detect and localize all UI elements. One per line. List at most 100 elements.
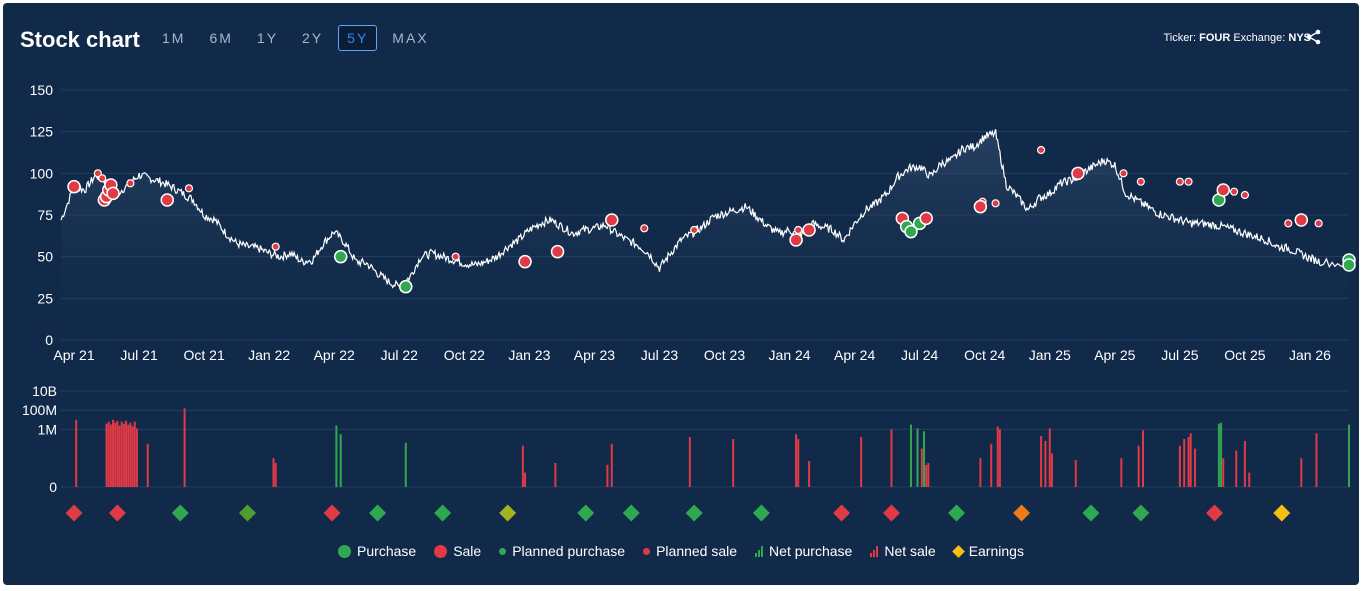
legend-net-sale-label: Net sale xyxy=(884,543,936,559)
planned-sale-marker xyxy=(1284,219,1293,228)
x-tick-label: Apr 23 xyxy=(574,347,615,363)
range-6m[interactable]: 6M xyxy=(209,30,233,46)
net-sale-bar xyxy=(890,429,893,487)
x-tick-label: Jan 25 xyxy=(1029,347,1071,363)
net-sale-bar xyxy=(1222,458,1225,487)
net-sale-bar xyxy=(998,429,1001,487)
range-max[interactable]: MAX xyxy=(392,30,429,46)
price-y-tick-label: 0 xyxy=(45,332,53,348)
net-sale-bar xyxy=(610,443,613,487)
ticker-value: FOUR xyxy=(1199,32,1231,44)
net-sale-bar xyxy=(927,463,930,487)
x-tick-label: Jan 26 xyxy=(1289,347,1331,363)
earnings-marker xyxy=(882,504,900,522)
purchase-marker xyxy=(1342,258,1356,272)
sale-marker xyxy=(1294,213,1309,227)
range-1m[interactable]: 1M xyxy=(162,30,186,46)
x-tick-label: Apr 21 xyxy=(53,347,94,363)
net-sale-bar xyxy=(112,419,115,487)
net-sale-bar xyxy=(1137,445,1140,487)
transaction-markers xyxy=(67,166,1356,294)
net-sale-bar xyxy=(1189,433,1192,487)
planned-sale-marker xyxy=(1036,145,1046,155)
net-sale-bar xyxy=(1074,460,1077,487)
earnings-marker xyxy=(238,504,256,522)
purchase-dot-icon xyxy=(338,544,352,558)
volume-y-tick-label: 10B xyxy=(32,383,57,399)
earnings-marker xyxy=(323,504,341,522)
exchange-value: NYS xyxy=(1288,32,1311,44)
net-sale-bar xyxy=(118,425,121,487)
x-tick-label: Oct 22 xyxy=(444,347,485,363)
net-purchase-bar xyxy=(1348,424,1350,487)
x-tick-label: Apr 25 xyxy=(1094,347,1135,363)
legend-planned-sale[interactable]: Planned sale xyxy=(643,543,737,559)
net-sale-bars-icon xyxy=(870,545,879,557)
net-sale-bar xyxy=(116,420,119,487)
chart-title: Stock chart xyxy=(20,27,140,52)
price-y-tick-label: 100 xyxy=(30,165,54,181)
price-y-tick-label: 50 xyxy=(37,249,53,265)
net-sale-bar xyxy=(795,434,798,487)
legend: Purchase Sale Planned purchase Planned s… xyxy=(3,543,1359,559)
x-tick-label: Jul 23 xyxy=(641,347,679,363)
net-sale-bar xyxy=(120,421,123,487)
legend-net-purchase[interactable]: Net purchase xyxy=(755,543,852,559)
sale-marker xyxy=(1071,166,1085,181)
planned-purchase-dot-icon xyxy=(499,547,507,555)
net-sale-bar xyxy=(133,421,136,487)
planned-sale-marker xyxy=(1229,187,1239,196)
planned-sale-marker xyxy=(1184,177,1193,186)
purchase-marker xyxy=(904,224,918,239)
legend-purchase[interactable]: Purchase xyxy=(338,543,416,559)
net-sale-bar xyxy=(183,408,186,487)
net-purchase-bar xyxy=(909,424,912,487)
sale-marker xyxy=(973,199,988,214)
earnings-marker xyxy=(685,504,703,522)
legend-planned-purchase[interactable]: Planned purchase xyxy=(499,543,625,559)
net-sale-bar xyxy=(1178,445,1181,487)
net-sale-bar xyxy=(1040,436,1043,487)
net-sale-bar xyxy=(732,439,735,487)
legend-sale[interactable]: Sale xyxy=(434,543,481,559)
net-sale-bar xyxy=(920,448,923,487)
sale-marker xyxy=(802,223,816,237)
range-2y[interactable]: 2Y xyxy=(302,30,324,46)
net-sale-bar xyxy=(606,464,609,487)
x-tick-label: Jan 24 xyxy=(769,347,811,363)
planned-sale-marker xyxy=(1240,190,1250,200)
planned-sale-marker xyxy=(690,225,699,235)
x-tick-label: Jul 22 xyxy=(381,347,419,363)
range-1y[interactable]: 1Y xyxy=(256,30,279,46)
earnings-marker xyxy=(1132,504,1150,522)
legend-earnings[interactable]: Earnings xyxy=(951,543,1024,559)
legend-net-sale[interactable]: Net sale xyxy=(870,543,936,559)
earnings-marker xyxy=(434,504,452,522)
x-tick-label: Jul 24 xyxy=(901,347,939,363)
planned-sale-marker xyxy=(794,225,803,235)
range-selector: 1M 6M 1Y 2Y 5Y MAX xyxy=(153,25,444,51)
earnings-marker xyxy=(622,504,640,522)
net-sale-bar xyxy=(105,423,108,487)
planned-sale-marker xyxy=(184,184,194,193)
earnings-diamond-icon xyxy=(951,544,965,558)
stock-chart-panel: Stock chart 1M 6M 1Y 2Y 5Y MAX Ticker: F… xyxy=(3,3,1359,585)
range-5y[interactable]: 5Y xyxy=(338,25,378,51)
net-sale-bar xyxy=(122,423,125,487)
sale-marker xyxy=(789,233,803,247)
legend-planned-purchase-label: Planned purchase xyxy=(512,543,626,559)
net-sale-bar xyxy=(131,426,134,487)
purchase-marker xyxy=(399,279,413,294)
net-sale-bar xyxy=(1142,430,1145,487)
sale-marker xyxy=(605,213,619,227)
net-sale-bar xyxy=(1050,453,1053,487)
share-icon[interactable] xyxy=(1305,28,1323,46)
net-sale-bar xyxy=(1187,437,1190,487)
net-sale-bar xyxy=(1194,448,1197,487)
earnings-marker xyxy=(948,504,966,522)
net-sale-bar xyxy=(114,422,117,487)
earnings-marker xyxy=(1082,504,1100,522)
sale-dot-icon xyxy=(434,544,448,558)
planned-sale-marker xyxy=(93,169,102,178)
chart-canvas: 0 25 50 75 100 125 150 Apr 21 Jul 21 Oct 21 Jan 2… xyxy=(22,82,1356,522)
